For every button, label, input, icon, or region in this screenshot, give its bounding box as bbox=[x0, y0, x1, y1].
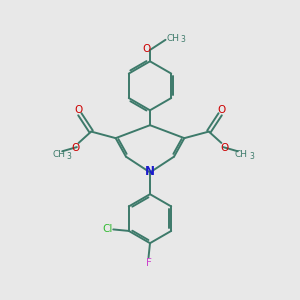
Text: 3: 3 bbox=[249, 152, 254, 161]
Text: 3: 3 bbox=[66, 152, 71, 161]
Text: O: O bbox=[220, 143, 228, 153]
Text: Cl: Cl bbox=[103, 224, 113, 234]
Text: CH: CH bbox=[235, 150, 248, 159]
Text: F: F bbox=[146, 258, 152, 268]
Text: O: O bbox=[72, 143, 80, 153]
Text: 3: 3 bbox=[180, 35, 185, 44]
Text: O: O bbox=[142, 44, 150, 54]
Text: N: N bbox=[145, 165, 155, 178]
Text: CH: CH bbox=[167, 34, 179, 43]
Text: CH: CH bbox=[52, 150, 65, 159]
Text: O: O bbox=[74, 105, 83, 115]
Text: O: O bbox=[217, 105, 226, 115]
